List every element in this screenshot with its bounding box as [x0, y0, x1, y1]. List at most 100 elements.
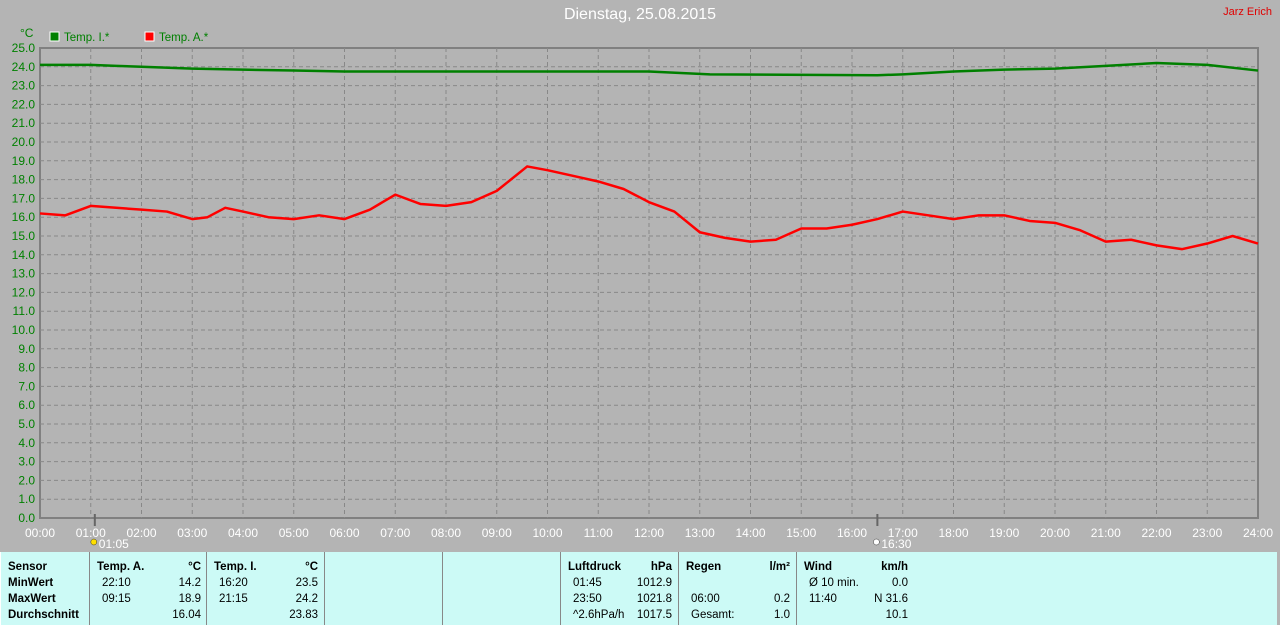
x-tick-label: 24:00	[1243, 526, 1273, 540]
x-tick-label: 12:00	[634, 526, 664, 540]
cell: 1021.8	[636, 593, 672, 605]
column-header: °C	[305, 561, 318, 573]
cell: MinWert	[8, 577, 54, 589]
y-tick-label: 0.0	[18, 511, 35, 525]
y-tick-label: 14.0	[12, 248, 36, 262]
cell: 11:40	[809, 593, 837, 605]
x-tick-label: 23:00	[1192, 526, 1222, 540]
cell: 22:10	[102, 577, 131, 589]
cell: 16:20	[219, 577, 248, 589]
x-tick-label: 05:00	[279, 526, 309, 540]
y-tick-label: 18.0	[12, 173, 36, 187]
x-tick-label: 21:00	[1091, 526, 1121, 540]
cell: 09:15	[102, 593, 131, 605]
y-axis-unit: °C	[20, 26, 34, 40]
cell: 01:45	[573, 577, 602, 589]
column-header: l/m²	[769, 561, 790, 573]
x-tick-label: 22:00	[1141, 526, 1171, 540]
cell: 10.1	[885, 609, 908, 621]
x-tick-label: 07:00	[380, 526, 410, 540]
y-tick-label: 4.0	[18, 436, 35, 450]
cell: 16.04	[172, 609, 201, 621]
x-tick-label: 00:00	[25, 526, 55, 540]
column-header: °C	[188, 561, 201, 573]
statistics-panel: Sensor MinWert MaxWert Durchschnitt Temp. A.…	[0, 552, 1277, 625]
y-tick-label: 25.0	[12, 41, 36, 55]
cell: 1017.5	[636, 609, 672, 621]
x-tick-label: 02:00	[126, 526, 156, 540]
stats-column	[324, 552, 442, 625]
x-tick-label: 08:00	[431, 526, 461, 540]
stats-column: Luftdruck hPa 01:45 1012.9 23:50 1021.8 ^2.6hP…	[560, 552, 678, 625]
column-header: Wind	[804, 561, 832, 573]
temperature-chart: 0.0 1.0 2.0 3.0 4.0 5.0 6.0 7.0 8.0 9.0 10.0 11.0 12…	[12, 26, 1274, 551]
cell: MaxWert	[8, 593, 56, 605]
y-tick-label: 5.0	[18, 417, 35, 431]
y-tick-label: 9.0	[18, 342, 35, 356]
stats-column: Regen l/m² 06:00 0.2 Gesamt: 1.0	[678, 552, 796, 625]
series-line-0	[40, 61, 1259, 77]
y-tick-label: 2.0	[18, 473, 35, 487]
x-tick-label: 03:00	[177, 526, 207, 540]
cell: 23.5	[295, 577, 318, 589]
y-tick-label: 6.0	[18, 398, 35, 412]
y-tick-label: 13.0	[12, 267, 36, 281]
legend-swatch	[49, 31, 60, 42]
x-tick-label: 16:00	[837, 526, 867, 540]
sunrise-icon	[90, 538, 98, 546]
x-tick-label: 13:00	[685, 526, 715, 540]
y-tick-label: 3.0	[18, 455, 35, 469]
legend-label: Temp. I.*	[64, 32, 110, 44]
cell: 24.2	[295, 593, 318, 605]
cell: 1.0	[774, 609, 790, 621]
y-tick-label: 8.0	[18, 361, 35, 375]
series-line-1	[39, 165, 1259, 251]
y-tick-label: 16.0	[12, 210, 36, 224]
x-tick-label: 18:00	[938, 526, 968, 540]
y-tick-label: 7.0	[18, 379, 35, 393]
cell: 18.9	[178, 593, 201, 605]
cell: 23:50	[573, 593, 602, 605]
cell: N 31.6	[874, 593, 908, 605]
y-tick-label: 24.0	[12, 60, 36, 74]
y-tick-label: 17.0	[12, 191, 36, 205]
stats-column	[442, 552, 560, 625]
marker-label: 16:30	[881, 537, 911, 551]
y-tick-label: 1.0	[18, 492, 35, 506]
column-header: Temp. I.	[214, 561, 257, 573]
cell: Durchschnitt	[8, 609, 79, 621]
column-header: Temp. A.	[97, 561, 145, 573]
y-tick-label: 22.0	[12, 97, 36, 111]
column-header: km/h	[881, 561, 908, 573]
y-tick-label: 15.0	[12, 229, 36, 243]
y-tick-label: 11.0	[13, 304, 36, 318]
y-tick-label: 12.0	[12, 285, 36, 299]
stats-column: Sensor MinWert MaxWert Durchschnitt	[1, 552, 118, 625]
x-tick-label: 04:00	[228, 526, 258, 540]
x-tick-label: 01:00	[76, 526, 106, 540]
x-tick-label: 15:00	[786, 526, 816, 540]
y-tick-label: 19.0	[12, 154, 36, 168]
marker-label: 01:05	[99, 537, 129, 551]
column-header: Regen	[686, 561, 722, 573]
legend-swatch	[144, 31, 155, 42]
cell: 14.2	[178, 577, 201, 589]
y-tick-label: 23.0	[12, 79, 36, 93]
x-tick-label: 06:00	[329, 526, 359, 540]
cell: 21:15	[219, 593, 248, 605]
legend-label: Temp. A.*	[159, 32, 209, 44]
x-tick-label: 10:00	[532, 526, 562, 540]
author-label: Jarz Erich	[1223, 6, 1272, 18]
column-header: Luftdruck	[568, 561, 622, 573]
column-header: Sensor	[8, 561, 47, 573]
cell: Gesamt:	[691, 609, 735, 621]
cell: 0.2	[774, 593, 790, 605]
cell: 23.83	[289, 609, 318, 621]
x-tick-label: 09:00	[482, 526, 512, 540]
stats-column: Temp. A. °C 22:10 14.2 09:15 18.9 16.04	[89, 552, 207, 625]
cell: 1012.9	[636, 577, 672, 589]
stats-column: Temp. I. °C 16:20 23.5 21:15 24.2 23.83	[206, 552, 324, 625]
x-tick-label: 11:00	[584, 526, 613, 540]
x-tick-label: 19:00	[989, 526, 1019, 540]
cell: ^2.6hPa/h	[573, 609, 625, 621]
